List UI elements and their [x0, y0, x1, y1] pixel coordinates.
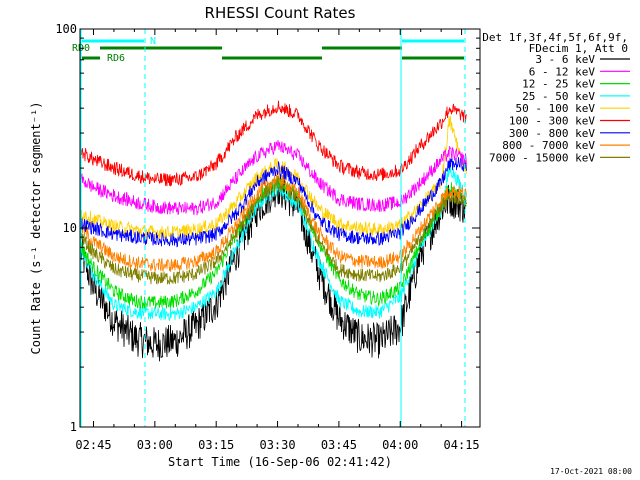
y-tick-label: 100	[55, 22, 77, 36]
series-line-800-7000keV	[80, 170, 467, 272]
series-line-12-25keV	[80, 176, 467, 309]
legend-entry-label: 6 - 12 keV	[529, 65, 596, 78]
series-line-300-800keV	[80, 156, 467, 248]
series-line-100-300keV	[80, 100, 467, 187]
x-tick-label: 04:15	[444, 438, 480, 452]
legend-entry-label: 3 - 6 keV	[535, 53, 595, 66]
footer-date: 17-Oct-2021 08:00	[550, 467, 632, 476]
x-tick-label: 03:45	[321, 438, 357, 452]
legend-entry-label: 300 - 800 keV	[509, 127, 595, 140]
x-tick-label: 03:30	[259, 438, 295, 452]
y-tick-label: 10	[63, 221, 77, 235]
x-axis-label: Start Time (16-Sep-06 02:41:42)	[168, 455, 392, 469]
y-tick-label: 1	[70, 420, 77, 434]
x-tick-label: 03:15	[198, 438, 234, 452]
chart-title: RHESSI Count Rates	[205, 4, 356, 22]
legend-header-1: Det 1f,3f,4f,5f,6f,9f,	[482, 31, 628, 44]
y-axis-label: Count Rate (s⁻¹ detector segment⁻¹)	[29, 102, 43, 355]
x-tick-label: 03:00	[137, 438, 173, 452]
legend-entry-label: 50 - 100 keV	[516, 102, 596, 115]
legend-entry-label: 100 - 300 keV	[509, 115, 595, 128]
axis-layer: 02:45 03:00 03:15 03:30 03:45 04:00 04:15 1 10 10…	[55, 22, 480, 452]
x-tick-label: 02:45	[75, 438, 111, 452]
flag-rd6-label: RD6	[107, 53, 125, 64]
legend-entry-label: 12 - 25 keV	[522, 78, 595, 91]
flag-n-label: N	[150, 36, 156, 47]
legend-entry-label: 7000 - 15000 keV	[489, 151, 595, 164]
x-tick-label: 04:00	[382, 438, 418, 452]
legend-entry-label: 25 - 50 keV	[522, 90, 595, 103]
legend-entry-label: 800 - 7000 keV	[502, 139, 595, 152]
legend: Det 1f,3f,4f,5f,6f,9f, FDecim 1, Att 0 3…	[482, 31, 630, 164]
legend-header-2: FDecim 1, Att 0	[529, 42, 628, 55]
